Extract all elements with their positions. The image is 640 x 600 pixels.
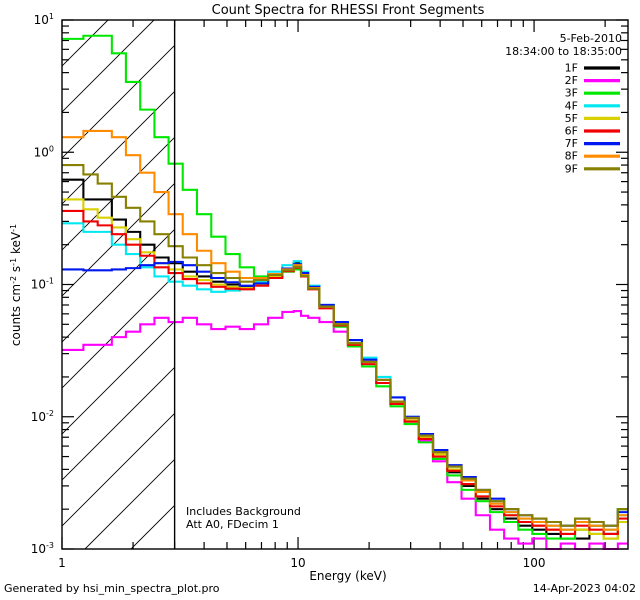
page-title: Count Spectra for RHESSI Front Segments xyxy=(212,3,485,18)
observation-date: 5-Feb-2010 xyxy=(560,32,622,45)
footer-generator: Generated by hsi_min_spectra_plot.pro xyxy=(4,582,220,595)
observation-interval: 18:34:00 to 18:35:00 xyxy=(505,45,622,58)
x-tick-label: 1 xyxy=(58,556,66,570)
y-tick-label: 100 xyxy=(34,144,54,159)
spectrum-curve-6f xyxy=(62,209,628,535)
legend-label-5f: 5F xyxy=(565,112,578,125)
y-axis-label: counts cm-2 s-1 keV-1 xyxy=(9,224,23,346)
legend-label-2f: 2F xyxy=(565,74,578,87)
plot-annotations: Includes Background Att A0, FDecim 1 xyxy=(186,505,301,531)
x-tick-labels: 1 10 100 xyxy=(58,556,545,570)
x-tick-label: 10 xyxy=(290,556,305,570)
y-tick-labels: 101 100 10-1 10-2 10-3 xyxy=(31,12,54,556)
legend-label-9f: 9F xyxy=(565,162,578,175)
spectra-curves xyxy=(62,34,628,551)
annotation-background: Includes Background xyxy=(186,505,301,518)
y-tick-label: 10-3 xyxy=(31,541,54,556)
x-tick-label: 100 xyxy=(523,556,546,570)
legend-label-8f: 8F xyxy=(565,150,578,163)
y-tick-label: 10-2 xyxy=(31,409,54,424)
legend-label-4f: 4F xyxy=(565,99,578,112)
spectrum-curve-2f xyxy=(62,309,628,551)
spectrum-curve-3f xyxy=(62,34,628,540)
legend-label-3f: 3F xyxy=(565,87,578,100)
legend-label-7f: 7F xyxy=(565,137,578,150)
header-timestamp: 5-Feb-2010 18:34:00 to 18:35:00 xyxy=(505,32,622,58)
y-tick-label: 10-1 xyxy=(31,277,54,292)
y-tick-label: 101 xyxy=(34,12,54,27)
spectrum-curve-9f xyxy=(62,164,628,527)
plot-frame xyxy=(61,19,629,550)
annotation-attenuator: Att A0, FDecim 1 xyxy=(186,518,279,531)
legend-label-1f: 1F xyxy=(565,62,578,75)
svg-text:counts cm-2 s-1 keV-1: counts cm-2 s-1 keV-1 xyxy=(9,224,23,346)
x-axis-label: Energy (keV) xyxy=(309,569,386,583)
footer-timestamp: 14-Apr-2023 04:02 xyxy=(533,582,636,595)
legend-label-6f: 6F xyxy=(565,125,578,138)
